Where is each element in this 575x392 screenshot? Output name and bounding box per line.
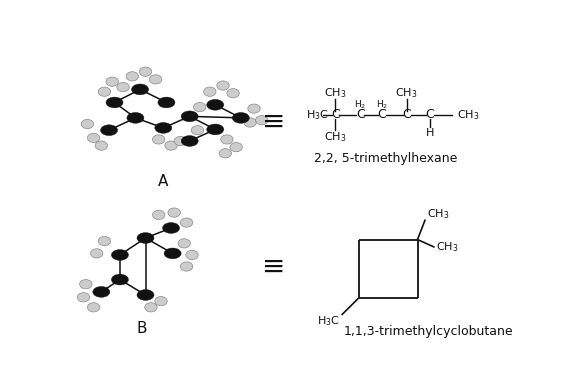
Text: H$_2$: H$_2$ xyxy=(375,98,388,111)
Text: CH$_3$: CH$_3$ xyxy=(427,207,449,221)
Ellipse shape xyxy=(230,143,243,152)
Ellipse shape xyxy=(126,72,139,81)
Ellipse shape xyxy=(221,135,233,144)
Ellipse shape xyxy=(244,118,256,127)
Ellipse shape xyxy=(181,111,198,122)
Text: 1,1,3-trimethylcyclobutane: 1,1,3-trimethylcyclobutane xyxy=(344,325,513,338)
Text: C: C xyxy=(378,108,386,121)
Text: C: C xyxy=(331,108,340,121)
Ellipse shape xyxy=(112,274,128,285)
Ellipse shape xyxy=(174,136,186,145)
Text: CH$_3$: CH$_3$ xyxy=(324,86,347,100)
Ellipse shape xyxy=(150,75,162,84)
Ellipse shape xyxy=(87,303,100,312)
Ellipse shape xyxy=(101,125,118,136)
Ellipse shape xyxy=(165,141,177,150)
Text: C: C xyxy=(426,108,434,121)
Text: H$_3$C: H$_3$C xyxy=(306,108,329,122)
Text: H$_3$C: H$_3$C xyxy=(317,314,340,328)
Text: C: C xyxy=(402,108,411,121)
Ellipse shape xyxy=(186,250,198,260)
Ellipse shape xyxy=(145,303,157,312)
Ellipse shape xyxy=(181,262,193,271)
Ellipse shape xyxy=(106,77,118,86)
Ellipse shape xyxy=(217,81,229,90)
Ellipse shape xyxy=(137,290,154,300)
Ellipse shape xyxy=(255,116,268,125)
Ellipse shape xyxy=(137,232,154,243)
Text: CH$_3$: CH$_3$ xyxy=(396,86,418,100)
Ellipse shape xyxy=(139,67,152,76)
Text: C: C xyxy=(356,108,365,121)
Ellipse shape xyxy=(77,293,90,302)
Ellipse shape xyxy=(168,208,181,217)
Ellipse shape xyxy=(248,104,260,113)
Ellipse shape xyxy=(152,135,165,144)
Ellipse shape xyxy=(93,287,110,297)
Ellipse shape xyxy=(132,84,148,95)
Ellipse shape xyxy=(163,223,179,233)
Ellipse shape xyxy=(191,125,204,135)
Ellipse shape xyxy=(95,141,108,150)
Text: H$_2$: H$_2$ xyxy=(354,98,366,111)
Text: 2,2, 5-trimethylhexane: 2,2, 5-trimethylhexane xyxy=(314,152,458,165)
Ellipse shape xyxy=(112,250,128,260)
Ellipse shape xyxy=(81,120,94,129)
Ellipse shape xyxy=(106,97,123,108)
Ellipse shape xyxy=(98,236,110,246)
Ellipse shape xyxy=(232,113,250,123)
Ellipse shape xyxy=(117,82,129,92)
Ellipse shape xyxy=(98,87,110,96)
Ellipse shape xyxy=(181,218,193,227)
Text: H: H xyxy=(426,128,434,138)
Ellipse shape xyxy=(207,124,224,135)
Text: ≡: ≡ xyxy=(262,108,285,136)
Text: CH$_3$: CH$_3$ xyxy=(457,108,480,122)
Ellipse shape xyxy=(155,296,167,306)
Ellipse shape xyxy=(207,100,224,110)
Ellipse shape xyxy=(87,133,100,143)
Ellipse shape xyxy=(90,249,103,258)
Ellipse shape xyxy=(164,248,181,259)
Ellipse shape xyxy=(204,87,216,96)
Ellipse shape xyxy=(158,97,175,108)
Ellipse shape xyxy=(79,279,92,289)
Text: CH$_3$: CH$_3$ xyxy=(324,130,347,144)
Ellipse shape xyxy=(127,113,144,123)
Ellipse shape xyxy=(178,239,190,248)
Text: CH$_3$: CH$_3$ xyxy=(436,240,459,254)
Text: ≡: ≡ xyxy=(262,252,285,281)
Ellipse shape xyxy=(194,102,206,112)
Text: B: B xyxy=(136,321,147,336)
Ellipse shape xyxy=(219,149,232,158)
Ellipse shape xyxy=(152,210,165,220)
Ellipse shape xyxy=(155,123,172,133)
Ellipse shape xyxy=(227,89,239,98)
Ellipse shape xyxy=(181,136,198,146)
Text: A: A xyxy=(158,174,168,189)
